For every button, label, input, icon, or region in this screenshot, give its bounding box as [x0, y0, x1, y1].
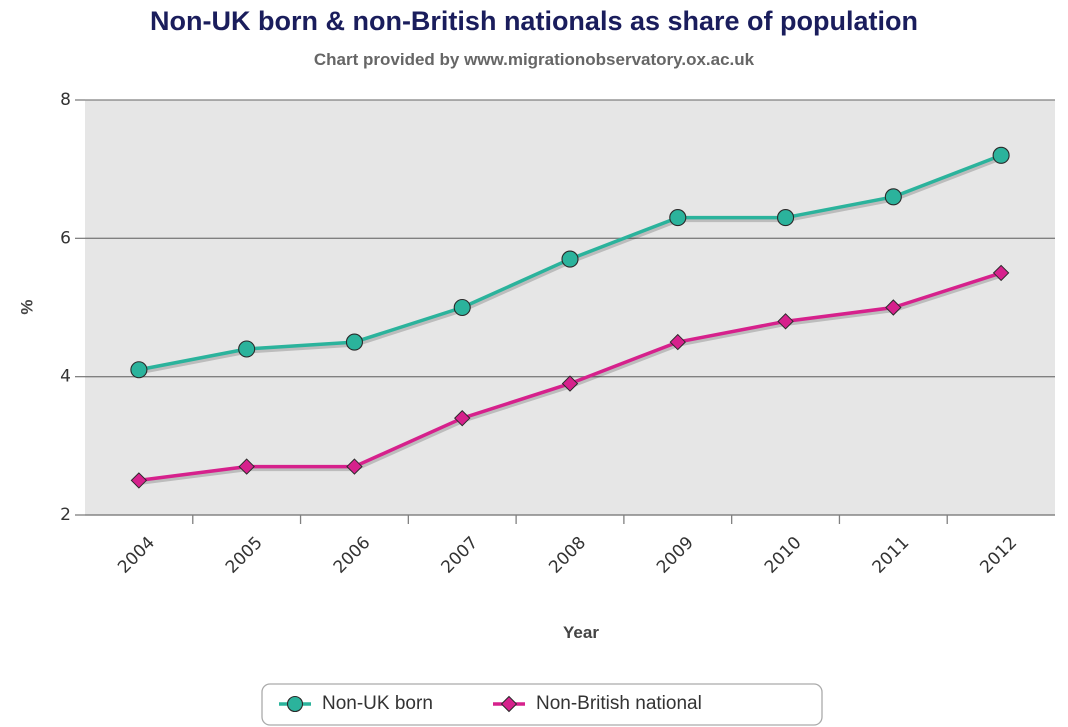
legend-marker	[500, 695, 518, 713]
chart-subtitle: Chart provided by www.migrationobservato…	[313, 50, 755, 69]
data-point	[992, 146, 1010, 164]
legend: Non-UK born Non-British national	[261, 683, 823, 726]
data-point	[992, 264, 1010, 282]
data-point	[777, 313, 794, 330]
y-tick-label: 8	[60, 90, 71, 110]
data-point	[561, 250, 579, 268]
data-point	[130, 361, 148, 379]
y-tick-label: 2	[60, 505, 71, 525]
x-tick-label: 2011	[869, 533, 914, 578]
plot-background	[85, 100, 1055, 515]
legend-item[interactable]: Non-British national	[493, 693, 702, 714]
legend-label: Non-British national	[536, 693, 702, 714]
data-point	[238, 458, 255, 475]
data-point	[346, 458, 363, 475]
data-point	[669, 333, 686, 351]
data-point	[561, 375, 579, 392]
series-non-uk-born	[130, 146, 1010, 379]
legend-marker	[286, 695, 304, 713]
data-point	[238, 340, 256, 358]
x-tick-label: 2005	[222, 533, 267, 578]
data-point	[453, 298, 471, 317]
x-axis: 2004 2005 2006 2007 2008 2009 2010 2011 2012	[85, 514, 1055, 578]
x-tick-label: 2008	[545, 533, 590, 578]
legend-box	[261, 683, 823, 726]
x-tick-label: 2012	[976, 533, 1021, 578]
x-tick-label: 2004	[114, 533, 159, 578]
x-axis-title: Year	[563, 623, 599, 642]
data-point	[345, 333, 363, 351]
series-layer	[130, 146, 1010, 489]
y-tick-label: 6	[60, 228, 71, 248]
data-point	[777, 209, 795, 227]
y-tick-label: 4	[60, 367, 71, 387]
x-tick-label: 2009	[653, 533, 698, 578]
x-tick-label: 2010	[761, 533, 806, 578]
series-non-british-national	[130, 264, 1010, 489]
data-point	[130, 472, 148, 489]
x-tick-label: 2007	[438, 533, 483, 578]
legend-item[interactable]: Non-UK born	[279, 693, 433, 714]
data-point	[454, 409, 471, 427]
legend-label: Non-UK born	[322, 693, 433, 714]
data-point	[885, 299, 902, 316]
x-tick-label: 2006	[330, 533, 375, 578]
chart-title: Non-UK born & non-British nationals as s…	[150, 6, 918, 36]
y-axis: 2 4 6 8	[60, 90, 85, 525]
data-point	[884, 188, 902, 206]
y-axis-title: %	[17, 299, 36, 314]
data-point	[669, 209, 687, 227]
